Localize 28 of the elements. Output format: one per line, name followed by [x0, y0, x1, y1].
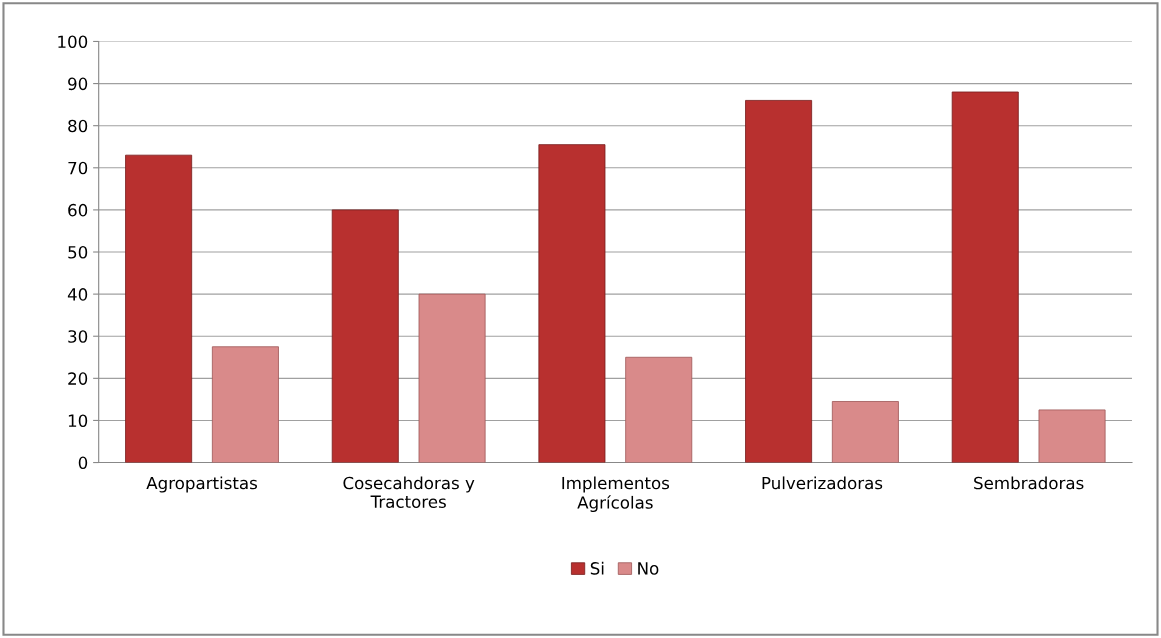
bar	[625, 356, 693, 463]
legend-label: No	[638, 562, 659, 575]
y-tick-label: 100	[58, 35, 88, 49]
y-tick-label: 50	[68, 245, 88, 259]
bar	[211, 346, 279, 463]
bar	[538, 144, 606, 463]
x-tick-label: Cosecahdoras y Tractores	[343, 476, 475, 508]
y-tick-label: 10	[68, 414, 88, 428]
bar	[745, 100, 813, 463]
x-tick-label: Agropartistas	[146, 476, 257, 493]
y-tick-label: 30	[68, 330, 88, 343]
bar	[951, 91, 1019, 463]
y-tick-label: 70	[68, 161, 88, 175]
y-tick-label: 80	[68, 119, 88, 133]
bar	[831, 401, 899, 463]
x-tick-label: Implementos Agrícolas	[562, 476, 670, 513]
y-tick-label: 40	[67, 288, 88, 301]
legend-label: Si	[590, 561, 604, 575]
y-tick-label: 60	[68, 203, 88, 217]
bar	[331, 209, 399, 463]
bar	[125, 154, 193, 463]
bar	[418, 293, 486, 463]
x-tick-label: Pulverizadoras	[762, 476, 883, 490]
y-tick-label: 20	[68, 372, 88, 385]
x-tick-label: Sembradoras	[974, 476, 1084, 490]
y-tick-label: 0	[78, 456, 88, 470]
bar	[1038, 409, 1106, 463]
y-tick-label: 90	[68, 77, 88, 91]
